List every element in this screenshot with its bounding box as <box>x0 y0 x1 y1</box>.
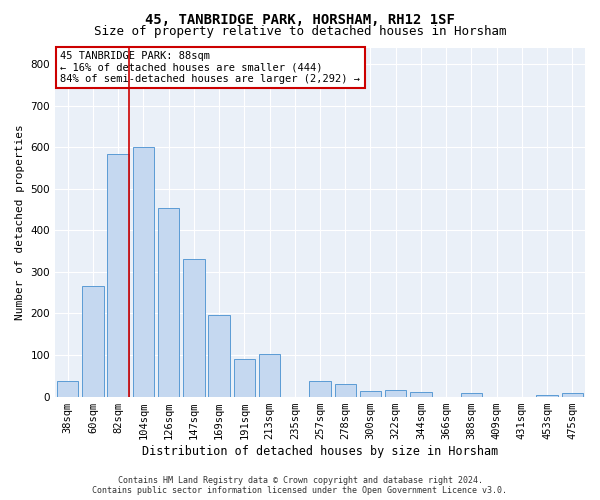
Bar <box>233 359 255 397</box>
X-axis label: Distribution of detached houses by size in Horsham: Distribution of detached houses by size … <box>142 444 498 458</box>
Bar <box>57 381 79 396</box>
Bar <box>309 381 331 396</box>
Bar <box>360 391 381 396</box>
Bar <box>335 384 356 396</box>
Bar <box>461 393 482 396</box>
Bar <box>536 394 558 396</box>
Bar <box>183 260 205 396</box>
Bar <box>259 354 280 397</box>
Bar <box>385 390 406 396</box>
Bar <box>107 154 129 396</box>
Bar <box>410 392 431 396</box>
Bar <box>158 208 179 396</box>
Y-axis label: Number of detached properties: Number of detached properties <box>15 124 25 320</box>
Text: Size of property relative to detached houses in Horsham: Size of property relative to detached ho… <box>94 25 506 38</box>
Bar <box>133 147 154 396</box>
Bar <box>208 314 230 396</box>
Bar <box>562 394 583 396</box>
Text: Contains HM Land Registry data © Crown copyright and database right 2024.
Contai: Contains HM Land Registry data © Crown c… <box>92 476 508 495</box>
Text: 45, TANBRIDGE PARK, HORSHAM, RH12 1SF: 45, TANBRIDGE PARK, HORSHAM, RH12 1SF <box>145 12 455 26</box>
Bar <box>82 286 104 397</box>
Text: 45 TANBRIDGE PARK: 88sqm
← 16% of detached houses are smaller (444)
84% of semi-: 45 TANBRIDGE PARK: 88sqm ← 16% of detach… <box>61 51 361 84</box>
